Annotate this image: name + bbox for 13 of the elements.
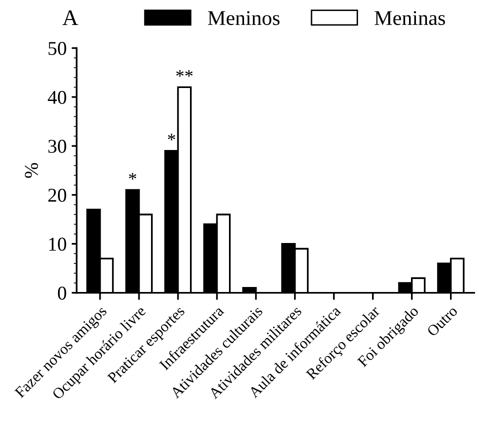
legend-label: Meninos [208, 11, 280, 26]
annotation: * [128, 172, 136, 180]
legend-label: Meninas [374, 11, 446, 26]
y-tick-label: 10 [49, 238, 66, 251]
y-axis-title: % [24, 162, 38, 178]
y-tick-label: 20 [48, 188, 66, 202]
y-tick-label: 50 [48, 42, 66, 56]
annotation: * [168, 134, 176, 140]
y-tick-label: 30 [48, 140, 66, 153]
annotation: ** [176, 70, 193, 77]
chart-title: A [62, 10, 78, 26]
y-tick-label: 0 [58, 286, 66, 300]
y-tick-label: 40 [48, 90, 66, 104]
